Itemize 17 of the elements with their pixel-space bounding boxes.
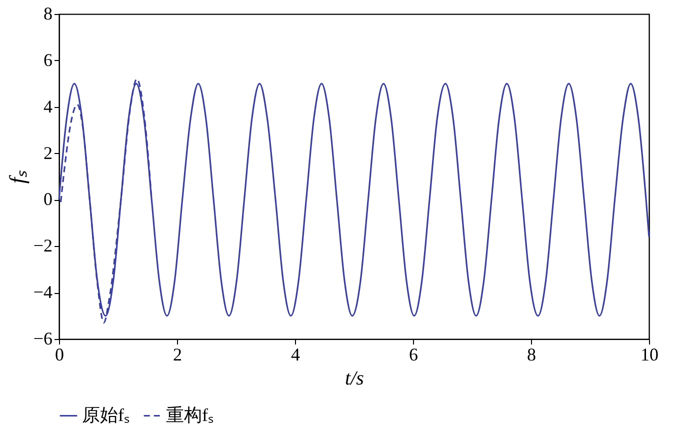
y-tick-label: −6 <box>33 328 52 348</box>
x-tick-label: 2 <box>173 344 182 364</box>
y-tick-label: 0 <box>44 189 52 210</box>
x-tick-label: 6 <box>409 344 418 364</box>
x-tick-label: 8 <box>527 344 536 364</box>
y-tick-label: 2 <box>44 142 52 163</box>
x-tick-label: 10 <box>640 344 658 364</box>
y-tick-label: 4 <box>44 96 52 116</box>
legend-label: 重构fₛ <box>166 404 214 425</box>
y-tick-label: −2 <box>33 236 52 256</box>
y-axis-title: fₛ <box>4 169 30 184</box>
y-tick-label: −4 <box>33 282 52 302</box>
legend-label: 原始fₛ <box>82 404 130 425</box>
x-axis-title: t/s <box>345 368 364 390</box>
y-tick-label: 8 <box>44 4 52 24</box>
x-tick-label: 4 <box>291 344 300 364</box>
y-tick-label: 6 <box>44 50 52 70</box>
